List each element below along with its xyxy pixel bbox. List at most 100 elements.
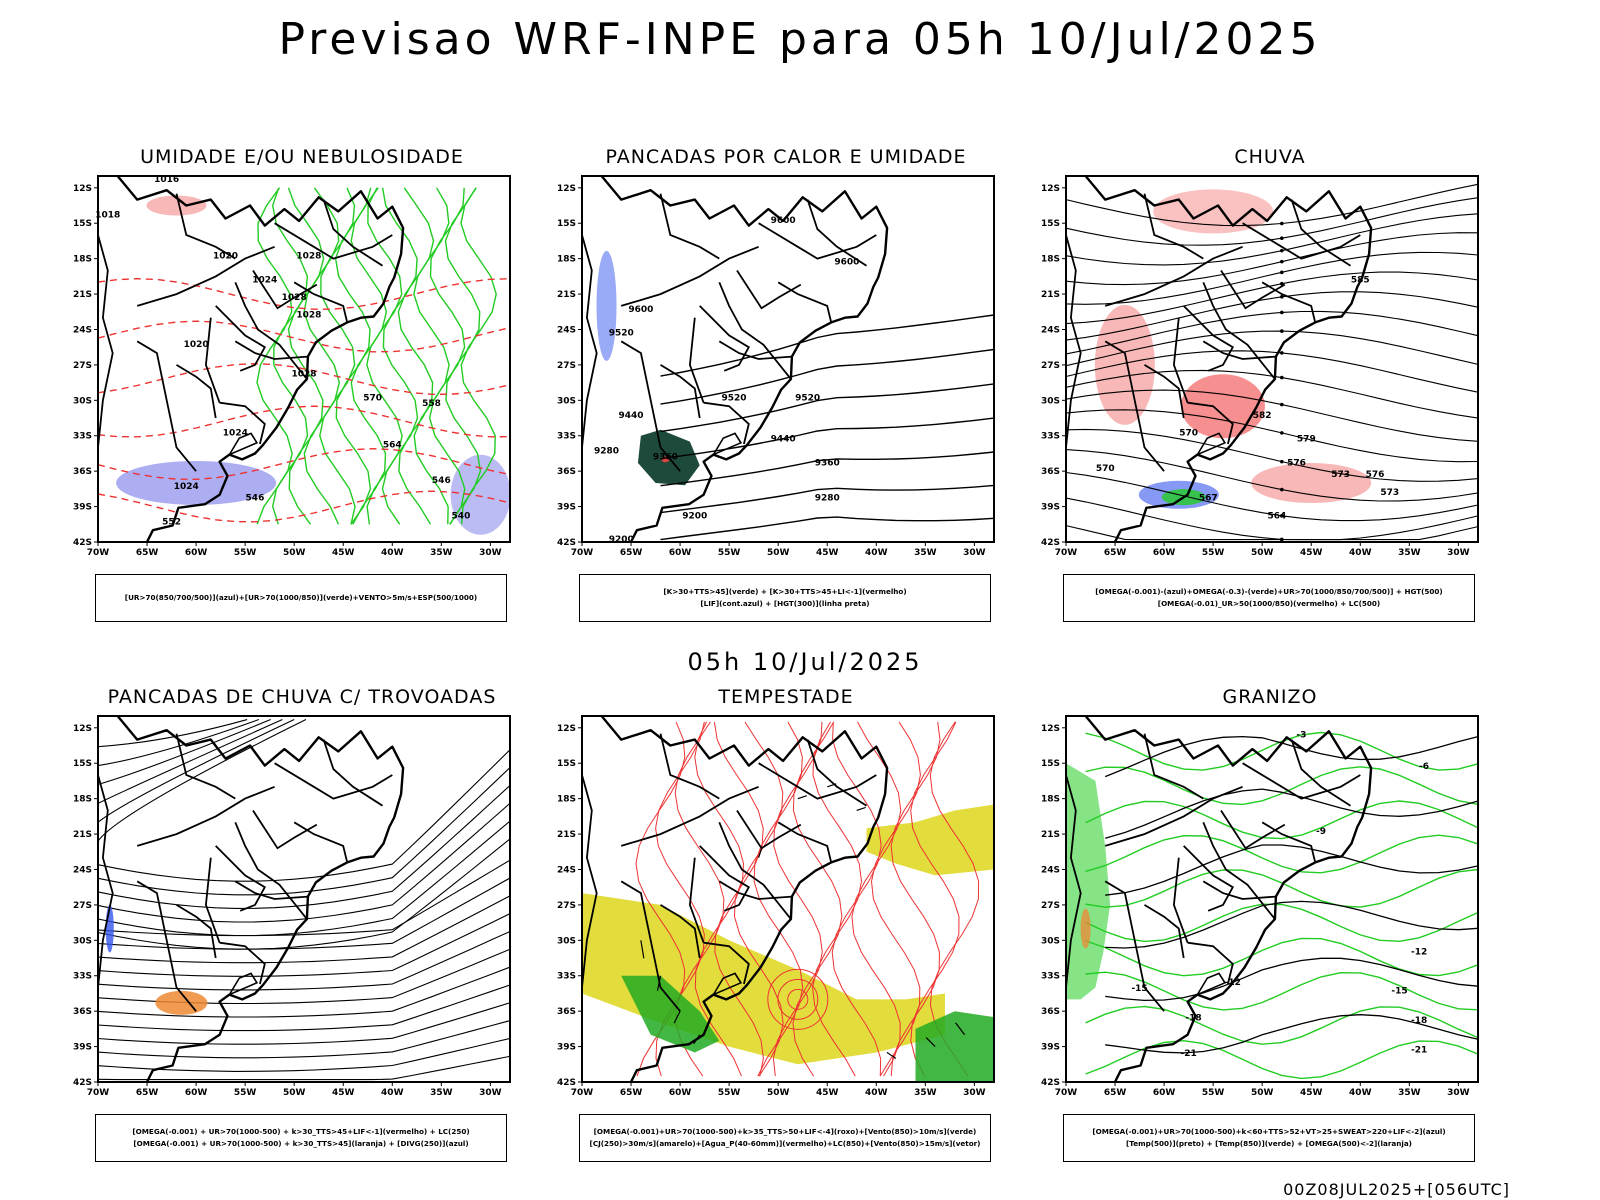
lat-label: 36S — [557, 467, 576, 477]
contour-label: 9440 — [771, 435, 796, 445]
hgt300-contour — [660, 451, 995, 487]
state-border — [699, 305, 751, 372]
state-border — [136, 245, 275, 307]
contour-label: 9280 — [594, 446, 619, 456]
lc850-streamline — [870, 721, 921, 1077]
lat-label: 36S — [1041, 467, 1060, 477]
state-border — [136, 880, 197, 1012]
lat-label: 24S — [1041, 325, 1060, 335]
thickness-red-contour — [97, 277, 511, 310]
state-border — [1261, 821, 1317, 863]
contour-label: 1024 — [223, 429, 248, 439]
contour-label: 1024 — [174, 482, 199, 492]
lat-label: 18S — [557, 795, 576, 805]
contour-label: 9360 — [653, 452, 678, 462]
lon-label: 50W — [283, 548, 306, 558]
lc850-vortex — [777, 978, 819, 1020]
lat-label: 33S — [557, 972, 576, 982]
state-border — [293, 821, 349, 863]
lat-label: 27S — [1041, 901, 1060, 911]
lc850-vortex — [787, 988, 809, 1010]
contour-label: 567 — [1199, 494, 1218, 504]
lat-label: 15S — [1041, 219, 1060, 229]
humidity-green-contour — [397, 187, 435, 525]
legend-box: [OMEGA(-0.001) + UR>70(1000-500) + k>30_… — [95, 1114, 507, 1162]
state-border — [175, 193, 236, 260]
state-border — [1104, 340, 1165, 472]
andes-border — [97, 234, 114, 448]
lon-label: 40W — [381, 1088, 404, 1098]
thickness-red-contour — [97, 320, 511, 353]
streamline — [97, 1020, 511, 1059]
streamline — [97, 913, 511, 977]
state-border — [777, 821, 833, 863]
lon-label: 35W — [430, 1088, 453, 1098]
lat-label: 30S — [557, 936, 576, 946]
state-border — [660, 904, 701, 959]
legend-line: [OMEGA(-0.001)+UR>70(1000-500)+k>35_TTS>… — [593, 1127, 977, 1136]
wind-vector — [640, 940, 645, 959]
streamline — [97, 749, 511, 882]
panel-title: GRANIZO — [1222, 686, 1318, 708]
wind-vector — [886, 1051, 897, 1059]
streamline — [97, 1002, 511, 1045]
wind-vector — [673, 1010, 681, 1024]
plot-frame — [1065, 175, 1479, 543]
lat-label: 12S — [73, 724, 92, 734]
andes-border — [1065, 234, 1082, 448]
contour-label: -15 — [1131, 984, 1147, 994]
streamline — [1065, 197, 1479, 246]
humidity-blue-area — [450, 454, 511, 535]
contour-label: 1020 — [213, 252, 238, 262]
contour-label: 1016 — [154, 175, 179, 185]
contour-label: -12 — [1411, 947, 1427, 957]
state-border — [204, 317, 221, 404]
contour-label: 564 — [383, 441, 402, 451]
state-border — [252, 810, 318, 850]
lat-label: 15S — [557, 219, 576, 229]
contour-label: -15 — [1391, 986, 1407, 996]
streamline — [97, 859, 511, 937]
lat-label: 18S — [557, 255, 576, 265]
temp850-contour — [1085, 903, 1479, 943]
lat-label: 21S — [1041, 830, 1060, 840]
flow-arrow — [1280, 431, 1284, 435]
lc850-streamline — [713, 721, 764, 1077]
lat-label: 30S — [73, 396, 92, 406]
streamline — [1065, 183, 1479, 227]
state-border — [176, 364, 217, 419]
hgt300-contour — [660, 348, 995, 405]
streamline — [1065, 271, 1479, 325]
contour-label: 573 — [1331, 470, 1350, 480]
wind-vector — [955, 1022, 966, 1036]
state-border — [219, 401, 266, 445]
contour-label: -21 — [1180, 1049, 1196, 1059]
state-border — [1183, 305, 1235, 372]
flow-arrow — [1280, 310, 1284, 315]
lon-label: 40W — [865, 548, 888, 558]
lat-label: 18S — [73, 255, 92, 265]
lon-label: 45W — [816, 548, 839, 558]
temp850-contour — [1085, 937, 1479, 977]
contour-label: 9520 — [722, 393, 747, 403]
lat-label: 42S — [1041, 538, 1060, 548]
state-border — [620, 785, 759, 847]
state-border — [1104, 880, 1165, 1012]
lagoon-border — [227, 972, 259, 997]
plot-frame — [581, 715, 995, 1083]
flow-arrow — [1280, 329, 1284, 333]
streamline — [97, 1055, 511, 1081]
lon-label: 70W — [1055, 548, 1078, 558]
lon-label: 65W — [136, 1088, 159, 1098]
lc850-streamline — [812, 721, 863, 1077]
contour-label: 1020 — [184, 340, 209, 350]
streamline — [1065, 471, 1479, 522]
lat-label: 39S — [1041, 1043, 1060, 1053]
panel-granizo: GRANIZO -3 -6 -9 -12 -12 -15 -15 -18 -18 -21 -21 12… — [1040, 686, 1500, 1176]
state-border — [1143, 733, 1204, 800]
streamline — [97, 719, 271, 786]
panel-chuva: CHUVA 585 582 579 576 573 570 567 564 576 573 570 1… — [1040, 146, 1500, 636]
state-border — [703, 401, 750, 445]
state-border — [1220, 810, 1286, 850]
lat-label: 42S — [73, 538, 92, 548]
